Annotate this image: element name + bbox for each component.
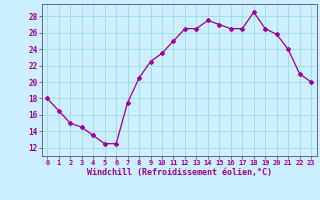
X-axis label: Windchill (Refroidissement éolien,°C): Windchill (Refroidissement éolien,°C)	[87, 168, 272, 177]
